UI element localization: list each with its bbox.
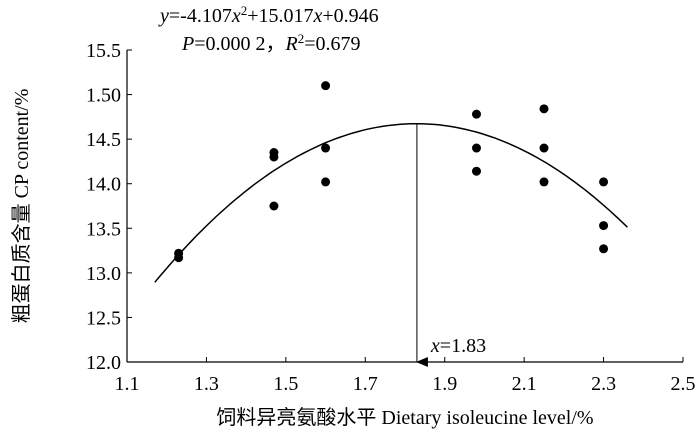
point [321,81,331,91]
x-tick-label: 2.5 [671,373,696,395]
point [471,143,481,153]
point [599,244,609,254]
equation: y=-4.107x2+15.017x+0.946 [158,3,379,27]
x-tick-label: 1.9 [432,373,457,395]
y-tick-label: 15.5 [86,40,121,62]
y-tick-label: 14.0 [86,174,121,196]
y-tick-label: 13.5 [86,218,121,240]
point [539,177,549,187]
x-tick-label: 1.5 [273,373,298,395]
point [269,152,279,162]
x-tick-label: 1.3 [194,373,219,395]
y-tick-label: 13.0 [86,263,121,285]
x-tick-label: 1.7 [353,373,378,395]
point [174,253,184,263]
y-tick-label: 12.0 [86,352,121,374]
point [599,221,609,231]
fit-stats: P=0.000 2，R2=0.679 [181,31,361,55]
x-tick-label: 2.3 [591,373,616,395]
y-tick-label: 14.5 [86,129,121,151]
point [539,143,549,153]
point [321,143,331,153]
y-tick-label: 1.50 [86,85,121,107]
x-tick-label: 2.1 [512,373,537,395]
x-axis-label: 饲料异亮氨酸水平 Dietary isoleucine level/% [216,406,593,429]
point [539,104,549,114]
point [599,177,609,187]
point [471,166,481,176]
y-axis-label: 粗蛋白质含量 CP content/% [10,89,33,324]
vertex-label-value: =1.83 [440,335,486,357]
vertex-label-var: x [430,335,440,357]
point [471,109,481,119]
point [321,177,331,187]
vertex-label: x=1.83 [430,335,486,357]
fit-curve [154,122,628,283]
x-tick-label: 1.1 [115,373,140,395]
point [269,201,279,211]
y-tick-label: 12.5 [86,307,121,329]
